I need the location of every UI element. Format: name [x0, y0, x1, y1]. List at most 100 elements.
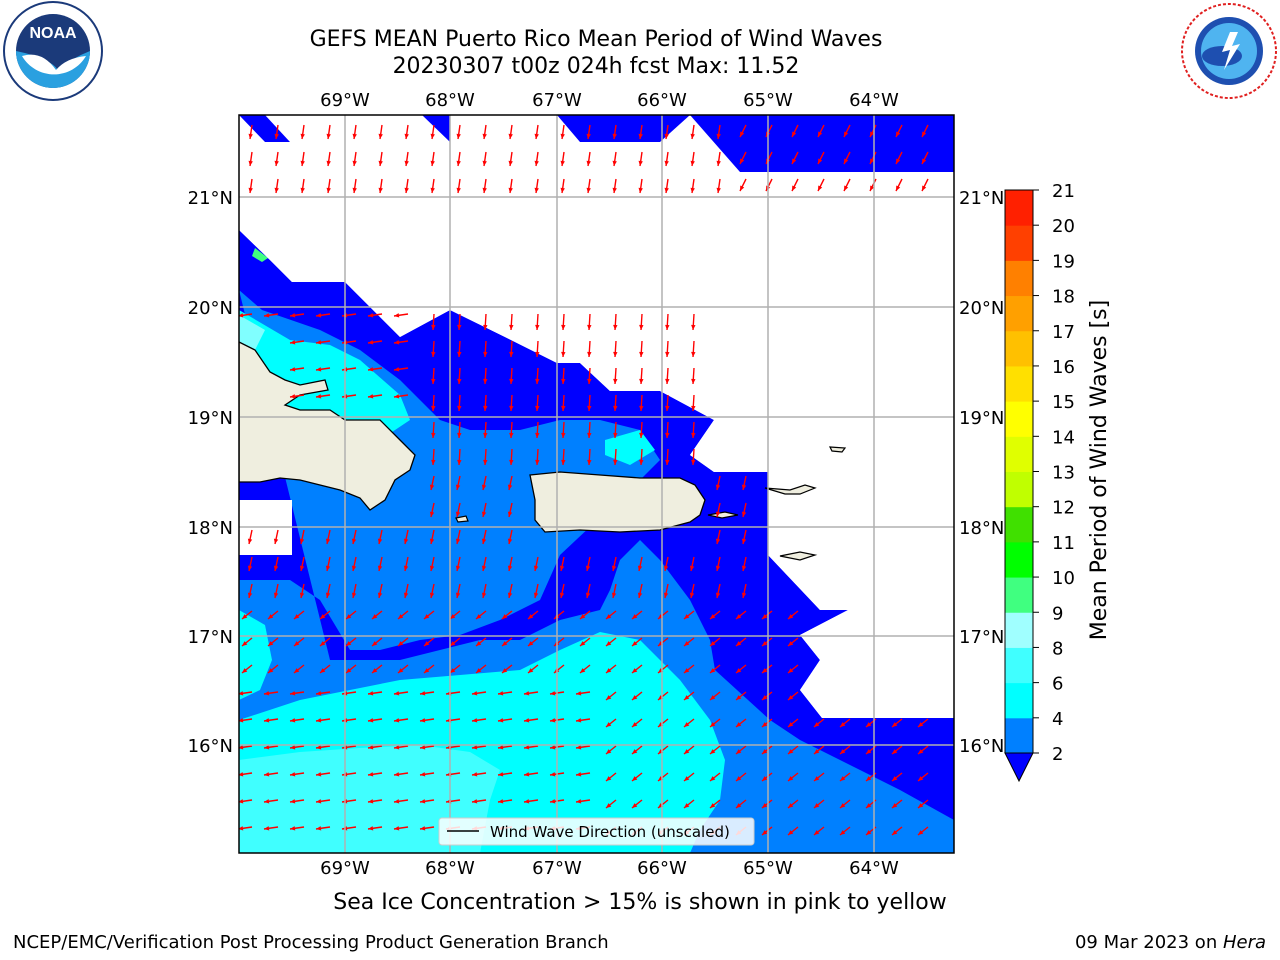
wave-direction-arrowhead [613, 378, 618, 384]
colorbar-band [1005, 190, 1033, 226]
wave-direction-arrowhead [762, 614, 768, 619]
wave-direction-arrowhead [239, 826, 244, 831]
wave-direction-arrowhead [716, 133, 721, 139]
wave-direction-arrowhead [788, 776, 794, 781]
wave-direction-arrowhead [368, 691, 374, 696]
wave-direction-arrowhead [922, 158, 927, 164]
wave-direction-arrowhead [691, 351, 696, 357]
wave-direction-arrowhead [576, 718, 582, 723]
wave-direction-arrowhead [741, 538, 747, 544]
wave-direction-arrowhead [481, 592, 487, 598]
wave-direction-arrowhead [632, 695, 638, 700]
wave-direction-arrowhead [424, 614, 430, 619]
wave-direction-arrowhead [239, 718, 244, 723]
wave-direction-arrowhead [502, 668, 508, 673]
lat-label-left: 19°N [188, 408, 233, 429]
wave-direction-arrowhead [639, 432, 644, 438]
lat-label-left: 17°N [188, 627, 233, 648]
wave-direction-arrowhead [762, 722, 768, 727]
wave-direction-arrowhead [892, 722, 898, 727]
wave-direction-arrowhead [351, 592, 357, 598]
wave-direction-arrowhead [550, 772, 556, 777]
wave-direction-arrowhead [632, 749, 638, 754]
wave-direction-arrowhead [866, 722, 872, 727]
wave-direction-arrowhead [456, 133, 461, 139]
wave-direction-arrowhead [684, 668, 690, 673]
wave-direction-arrowhead [268, 614, 274, 619]
wave-direction-arrowhead [587, 351, 592, 357]
wave-direction-arrowhead [715, 484, 721, 490]
wave-direction-arrowhead [612, 187, 617, 193]
wave-direction-arrowhead [394, 799, 400, 804]
wave-direction-arrowhead [404, 160, 409, 166]
land-hispaniola [239, 341, 416, 511]
wave-direction-arrowhead [528, 641, 534, 646]
wave-direction-arrowhead [273, 565, 279, 571]
colorbar-tick-label: 4 [1052, 709, 1063, 730]
wave-direction-arrowhead [715, 538, 721, 544]
wave-direction-arrowhead [663, 565, 669, 571]
wave-direction-arrowhead [290, 718, 296, 723]
wave-direction-arrowhead [268, 668, 274, 673]
wave-direction-arrowhead [840, 722, 846, 727]
wave-direction-arrowhead [498, 799, 504, 804]
wave-direction-arrowhead [576, 691, 582, 696]
lat-label-right: 19°N [959, 408, 1004, 429]
wave-direction-arrowhead [534, 160, 539, 166]
wave-direction-arrowhead [394, 826, 400, 831]
wave-direction-arrowhead [892, 749, 898, 754]
colorbar-tick-label: 20 [1052, 216, 1075, 237]
colorbar-label: Mean Period of Wind Waves [s] [1087, 300, 1112, 640]
wave-direction-arrowhead [576, 772, 582, 777]
wave-direction-arrowhead [273, 592, 279, 598]
wave-direction-arrowhead [352, 133, 357, 139]
lon-label-bottom: 69°W [320, 858, 370, 879]
colorbar-band [1005, 401, 1033, 437]
wave-direction-arrowhead [689, 592, 695, 598]
wave-direction-arrowhead [274, 160, 279, 166]
colorbar-band [1005, 295, 1033, 332]
wave-direction-arrowhead [550, 799, 556, 804]
colorbar-tick-label: 10 [1052, 568, 1075, 589]
wave-direction-arrowhead [290, 745, 296, 750]
wave-direction-arrowhead [684, 749, 690, 754]
wave-direction-arrowhead [483, 351, 488, 357]
wave-direction-arrowhead [664, 133, 669, 139]
wave-direction-arrowhead [472, 691, 478, 696]
wave-direction-arrowhead [430, 187, 435, 193]
wave-direction-arrowhead [792, 158, 797, 164]
wave-direction-arrowhead [455, 538, 461, 544]
wave-direction-arrowhead [239, 745, 244, 750]
wave-direction-arrowhead [689, 565, 695, 571]
wave-direction-arrowhead [368, 367, 374, 372]
wave-direction-arrowhead [481, 511, 487, 517]
wave-direction-arrowhead [710, 776, 716, 781]
wave-direction-arrowhead [535, 378, 540, 384]
wave-direction-arrowhead [368, 718, 374, 723]
wave-direction-arrowhead [762, 830, 768, 835]
wave-direction-arrowhead [870, 158, 875, 164]
lon-label-bottom: 67°W [532, 858, 582, 879]
wave-direction-arrowhead [870, 185, 875, 191]
wave-direction-arrowhead [431, 324, 436, 330]
wave-direction-arrowhead [248, 133, 253, 139]
wave-direction-arrowhead [814, 830, 820, 835]
wave-direction-arrowhead [690, 133, 695, 139]
wave-direction-arrowhead [762, 668, 768, 673]
wave-direction-arrowhead [665, 432, 670, 438]
wave-direction-arrowhead [450, 668, 456, 673]
colorbar-band [1005, 612, 1033, 648]
wave-direction-arrowhead [613, 405, 618, 411]
wave-direction-arrowhead [239, 799, 244, 804]
wave-direction-arrowhead [639, 459, 644, 465]
wind-wave-arrows [239, 124, 929, 836]
lat-label-left: 16°N [188, 736, 233, 757]
wave-direction-arrowhead [377, 538, 383, 544]
colorbar-tick-label: 17 [1052, 322, 1075, 343]
wave-direction-arrowhead [866, 776, 872, 781]
wave-direction-arrowhead [377, 565, 383, 571]
wave-direction-arrowhead [368, 772, 374, 777]
wave-direction-arrowhead [637, 565, 643, 571]
wave-direction-arrowhead [320, 668, 326, 673]
